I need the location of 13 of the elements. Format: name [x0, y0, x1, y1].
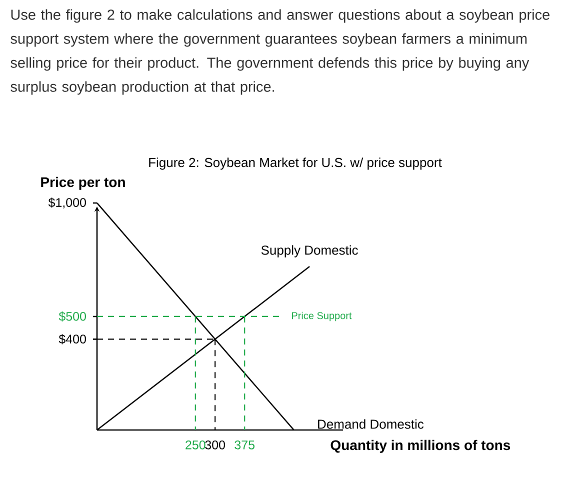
- series-label: Price Support: [292, 312, 352, 322]
- y-tick-label: $1,000: [48, 198, 86, 208]
- x-tick-label: 375: [234, 440, 255, 450]
- text: Use the figure 2 to make calculations and answer questions about a soybean price support system where the government guarantees soybean farmers a minimum selling price for their product. The government defends this price by buying any surplus soybean production at that price.: [10, 9, 550, 95]
- y-axis-title: Price per ton: [41, 176, 125, 190]
- x-tick-label: 300: [205, 440, 226, 450]
- x-axis-title: Quantity in millions of tons: [330, 440, 510, 453]
- chart-title: Figure 2: Soybean Market for U.S. w/ price support: [149, 158, 442, 170]
- y-tick-label: $500: [58, 311, 86, 322]
- series-label: Supply Domestic: [261, 245, 358, 258]
- series-label: Demand Domestic: [318, 419, 424, 429]
- y-tick-label: $400: [58, 334, 86, 344]
- x-tick-label: 250: [186, 440, 206, 450]
